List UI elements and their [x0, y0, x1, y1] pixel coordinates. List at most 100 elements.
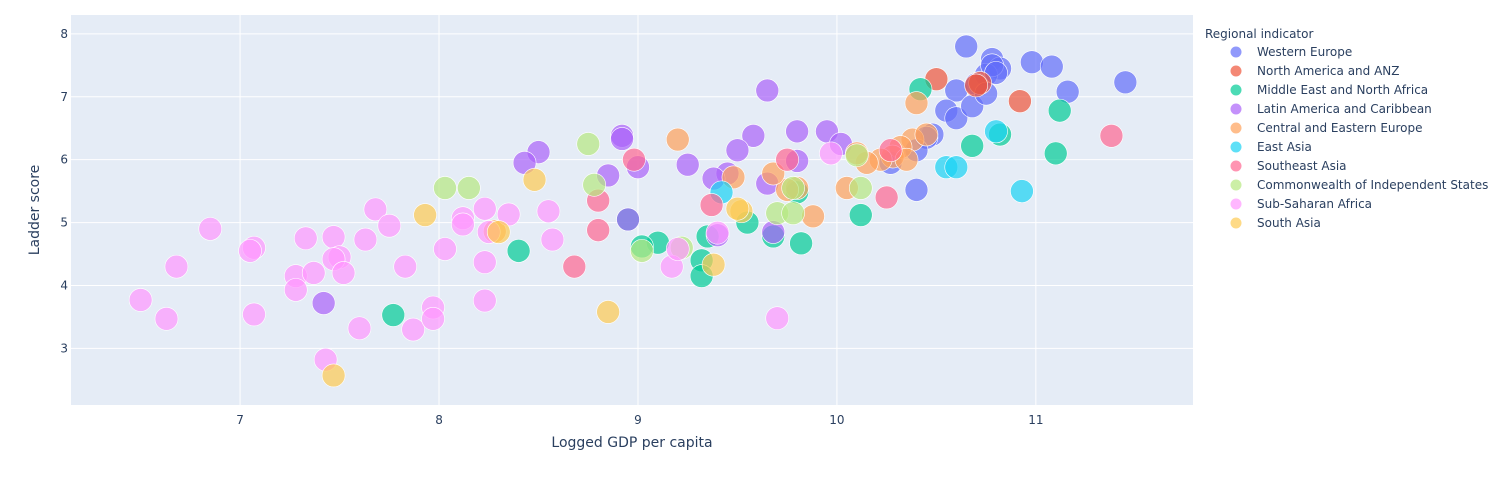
data-point[interactable]	[699, 193, 724, 217]
data-point[interactable]	[1008, 89, 1032, 113]
data-point[interactable]	[1039, 54, 1064, 79]
data-point[interactable]	[616, 207, 640, 232]
legend-marker	[1230, 217, 1242, 229]
legend-item-label[interactable]: Western Europe	[1257, 45, 1352, 59]
data-point[interactable]	[1047, 98, 1072, 123]
data-point[interactable]	[775, 147, 799, 172]
data-point[interactable]	[311, 291, 336, 315]
data-point[interactable]	[321, 225, 346, 249]
data-point[interactable]	[701, 252, 726, 277]
data-point[interactable]	[1099, 123, 1124, 148]
data-point[interactable]	[321, 363, 346, 388]
data-point[interactable]	[914, 122, 939, 147]
y-tick-label: 8	[60, 27, 68, 41]
data-point[interactable]	[844, 143, 869, 168]
data-point[interactable]	[472, 288, 497, 313]
data-point[interactable]	[293, 226, 318, 251]
legend-item-label[interactable]: Southeast Asia	[1257, 159, 1347, 173]
data-point[interactable]	[457, 176, 481, 200]
data-point[interactable]	[984, 119, 1008, 144]
data-point[interactable]	[128, 288, 153, 312]
data-point[interactable]	[801, 204, 825, 229]
data-point[interactable]	[954, 34, 979, 59]
data-point[interactable]	[353, 227, 378, 252]
data-point[interactable]	[413, 203, 437, 227]
data-point[interactable]	[582, 173, 607, 197]
data-point[interactable]	[765, 306, 790, 330]
data-point[interactable]	[741, 123, 766, 148]
data-point[interactable]	[705, 220, 730, 245]
data-point[interactable]	[363, 197, 388, 222]
data-point[interactable]	[610, 127, 634, 151]
data-point[interactable]	[1113, 70, 1138, 95]
data-point[interactable]	[451, 212, 475, 237]
data-point[interactable]	[401, 317, 425, 342]
legend-item-label[interactable]: Middle East and North Africa	[1257, 83, 1428, 97]
data-point[interactable]	[725, 196, 750, 221]
legend-item-label[interactable]: East Asia	[1257, 140, 1312, 154]
data-point[interactable]	[755, 78, 780, 103]
data-point[interactable]	[785, 119, 809, 144]
data-point[interactable]	[596, 300, 620, 324]
data-point[interactable]	[848, 176, 873, 200]
data-point[interactable]	[198, 217, 223, 241]
legend: Regional indicator Western Europe North A…	[1205, 27, 1488, 230]
data-point[interactable]	[242, 302, 266, 327]
data-point[interactable]	[486, 220, 511, 244]
data-point[interactable]	[630, 239, 654, 263]
data-point[interactable]	[789, 231, 813, 256]
data-point[interactable]	[781, 176, 805, 200]
data-point[interactable]	[781, 201, 805, 225]
data-point[interactable]	[331, 261, 356, 285]
data-point[interactable]	[347, 316, 372, 341]
data-point[interactable]	[433, 237, 457, 261]
tick-labels: 7 8 9 10 11 3 4 5 6 7 8	[60, 27, 1043, 427]
data-point[interactable]	[472, 196, 497, 221]
data-point[interactable]	[665, 237, 690, 261]
data-point[interactable]	[1020, 50, 1044, 74]
data-point[interactable]	[562, 254, 587, 279]
data-point[interactable]	[878, 138, 903, 163]
data-point[interactable]	[421, 307, 445, 331]
data-point[interactable]	[540, 227, 565, 252]
data-point[interactable]	[283, 278, 308, 302]
data-point[interactable]	[377, 213, 402, 238]
data-point[interactable]	[238, 239, 262, 263]
data-point[interactable]	[164, 254, 189, 279]
data-point[interactable]	[819, 141, 843, 166]
data-point[interactable]	[904, 178, 929, 202]
data-point[interactable]	[960, 134, 984, 158]
x-tick-label: 7	[236, 413, 244, 427]
data-point[interactable]	[675, 152, 700, 177]
data-point[interactable]	[848, 203, 873, 227]
data-point[interactable]	[964, 73, 988, 98]
data-point[interactable]	[665, 127, 690, 152]
legend-item-label[interactable]: Latin America and Caribbean	[1257, 102, 1432, 116]
data-point[interactable]	[586, 218, 610, 242]
legend-item-label[interactable]: Central and Eastern Europe	[1257, 121, 1423, 135]
data-point[interactable]	[725, 138, 750, 163]
data-point[interactable]	[522, 168, 547, 192]
data-point[interactable]	[1043, 141, 1068, 166]
legend-item-label[interactable]: Commonwealth of Independent States	[1257, 178, 1488, 192]
data-point[interactable]	[944, 155, 969, 180]
data-point[interactable]	[576, 132, 601, 156]
x-tick-label: 11	[1028, 413, 1043, 427]
data-point[interactable]	[472, 250, 497, 275]
data-point[interactable]	[622, 147, 646, 172]
data-point[interactable]	[301, 261, 326, 285]
legend-item-label[interactable]: South Asia	[1257, 216, 1321, 230]
data-point[interactable]	[944, 106, 969, 130]
legend-item-label[interactable]: North America and ANZ	[1257, 64, 1400, 78]
data-point[interactable]	[904, 91, 929, 115]
data-point[interactable]	[536, 199, 561, 224]
data-point[interactable]	[433, 176, 457, 200]
data-point[interactable]	[506, 239, 531, 263]
data-point[interactable]	[381, 303, 406, 327]
legend-item-label[interactable]: Sub-Saharan Africa	[1257, 197, 1372, 211]
data-point[interactable]	[874, 185, 899, 210]
data-point[interactable]	[1010, 179, 1034, 203]
data-point[interactable]	[393, 254, 418, 279]
data-point[interactable]	[154, 307, 179, 331]
